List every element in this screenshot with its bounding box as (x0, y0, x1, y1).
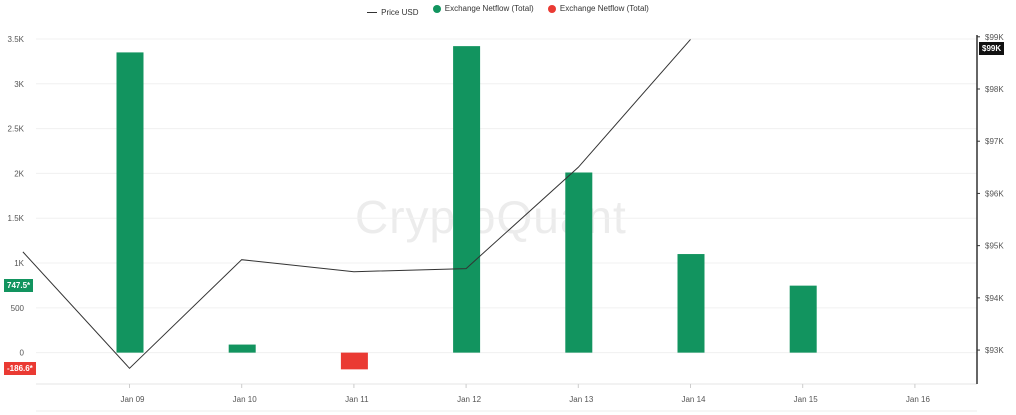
y-right-tick-label: $95K (985, 242, 1004, 251)
y-left-tick-label: 2K (14, 169, 24, 178)
y-left-tick-label: 3.5K (8, 35, 25, 44)
y-right-tick-label: $94K (985, 294, 1004, 303)
x-tick-label: Jan 11 (345, 395, 369, 404)
y-right-tick-label: $93K (985, 346, 1004, 355)
legend-item-price[interactable]: Price USD (367, 7, 419, 17)
line-swatch-icon (367, 11, 378, 13)
y-right-tick-label: $97K (985, 137, 1004, 146)
x-tick-label: Jan 09 (120, 395, 145, 404)
netflow-bar-positive (789, 285, 817, 353)
x-tick-label: Jan 14 (681, 395, 706, 404)
chart-legend: Price USD Exchange Netflow (Total) Excha… (0, 4, 1016, 17)
netflow-bar-positive (677, 254, 705, 353)
price-current-badge: $99K (979, 42, 1005, 55)
y-left-tick-label: 3K (14, 80, 24, 89)
y-right-tick-label: $96K (985, 189, 1004, 198)
y-right-tick-label: $98K (985, 85, 1004, 94)
x-tick-label: Jan 15 (794, 395, 819, 404)
green-dot-icon (432, 4, 441, 13)
legend-label-netflow-positive: Exchange Netflow (Total) (444, 4, 534, 13)
y-left-tick-label: 2.5K (8, 125, 25, 134)
x-tick-label: Jan 13 (569, 395, 594, 404)
price-line (22, 39, 691, 370)
legend-item-netflow-negative[interactable]: Exchange Netflow (Total) (547, 4, 649, 13)
netflow-bar-positive (453, 46, 481, 353)
netflow-current-badge: 747.5* (4, 279, 34, 292)
y-left-tick-label: 0 (20, 349, 25, 358)
legend-label-netflow-negative: Exchange Netflow (Total) (559, 4, 649, 13)
y-left-tick-label: 1K (14, 259, 24, 268)
netflow-min-badge: -186.6* (4, 362, 36, 375)
netflow-bar-positive (116, 52, 144, 353)
legend-label-price: Price USD (381, 7, 419, 17)
netflow-bar-positive (565, 172, 593, 353)
legend-item-netflow-positive[interactable]: Exchange Netflow (Total) (432, 4, 534, 13)
y-left-tick-label: 500 (11, 304, 25, 313)
netflow-bar-negative (340, 352, 368, 370)
x-tick-label: Jan 16 (906, 395, 931, 404)
x-tick-label: Jan 10 (233, 395, 258, 404)
y-right-tick-label: $99K (985, 33, 1004, 42)
x-tick-label: Jan 12 (457, 395, 482, 404)
red-dot-icon (547, 4, 556, 13)
y-left-tick-label: 1.5K (8, 214, 25, 223)
netflow-bar-positive (228, 344, 256, 353)
